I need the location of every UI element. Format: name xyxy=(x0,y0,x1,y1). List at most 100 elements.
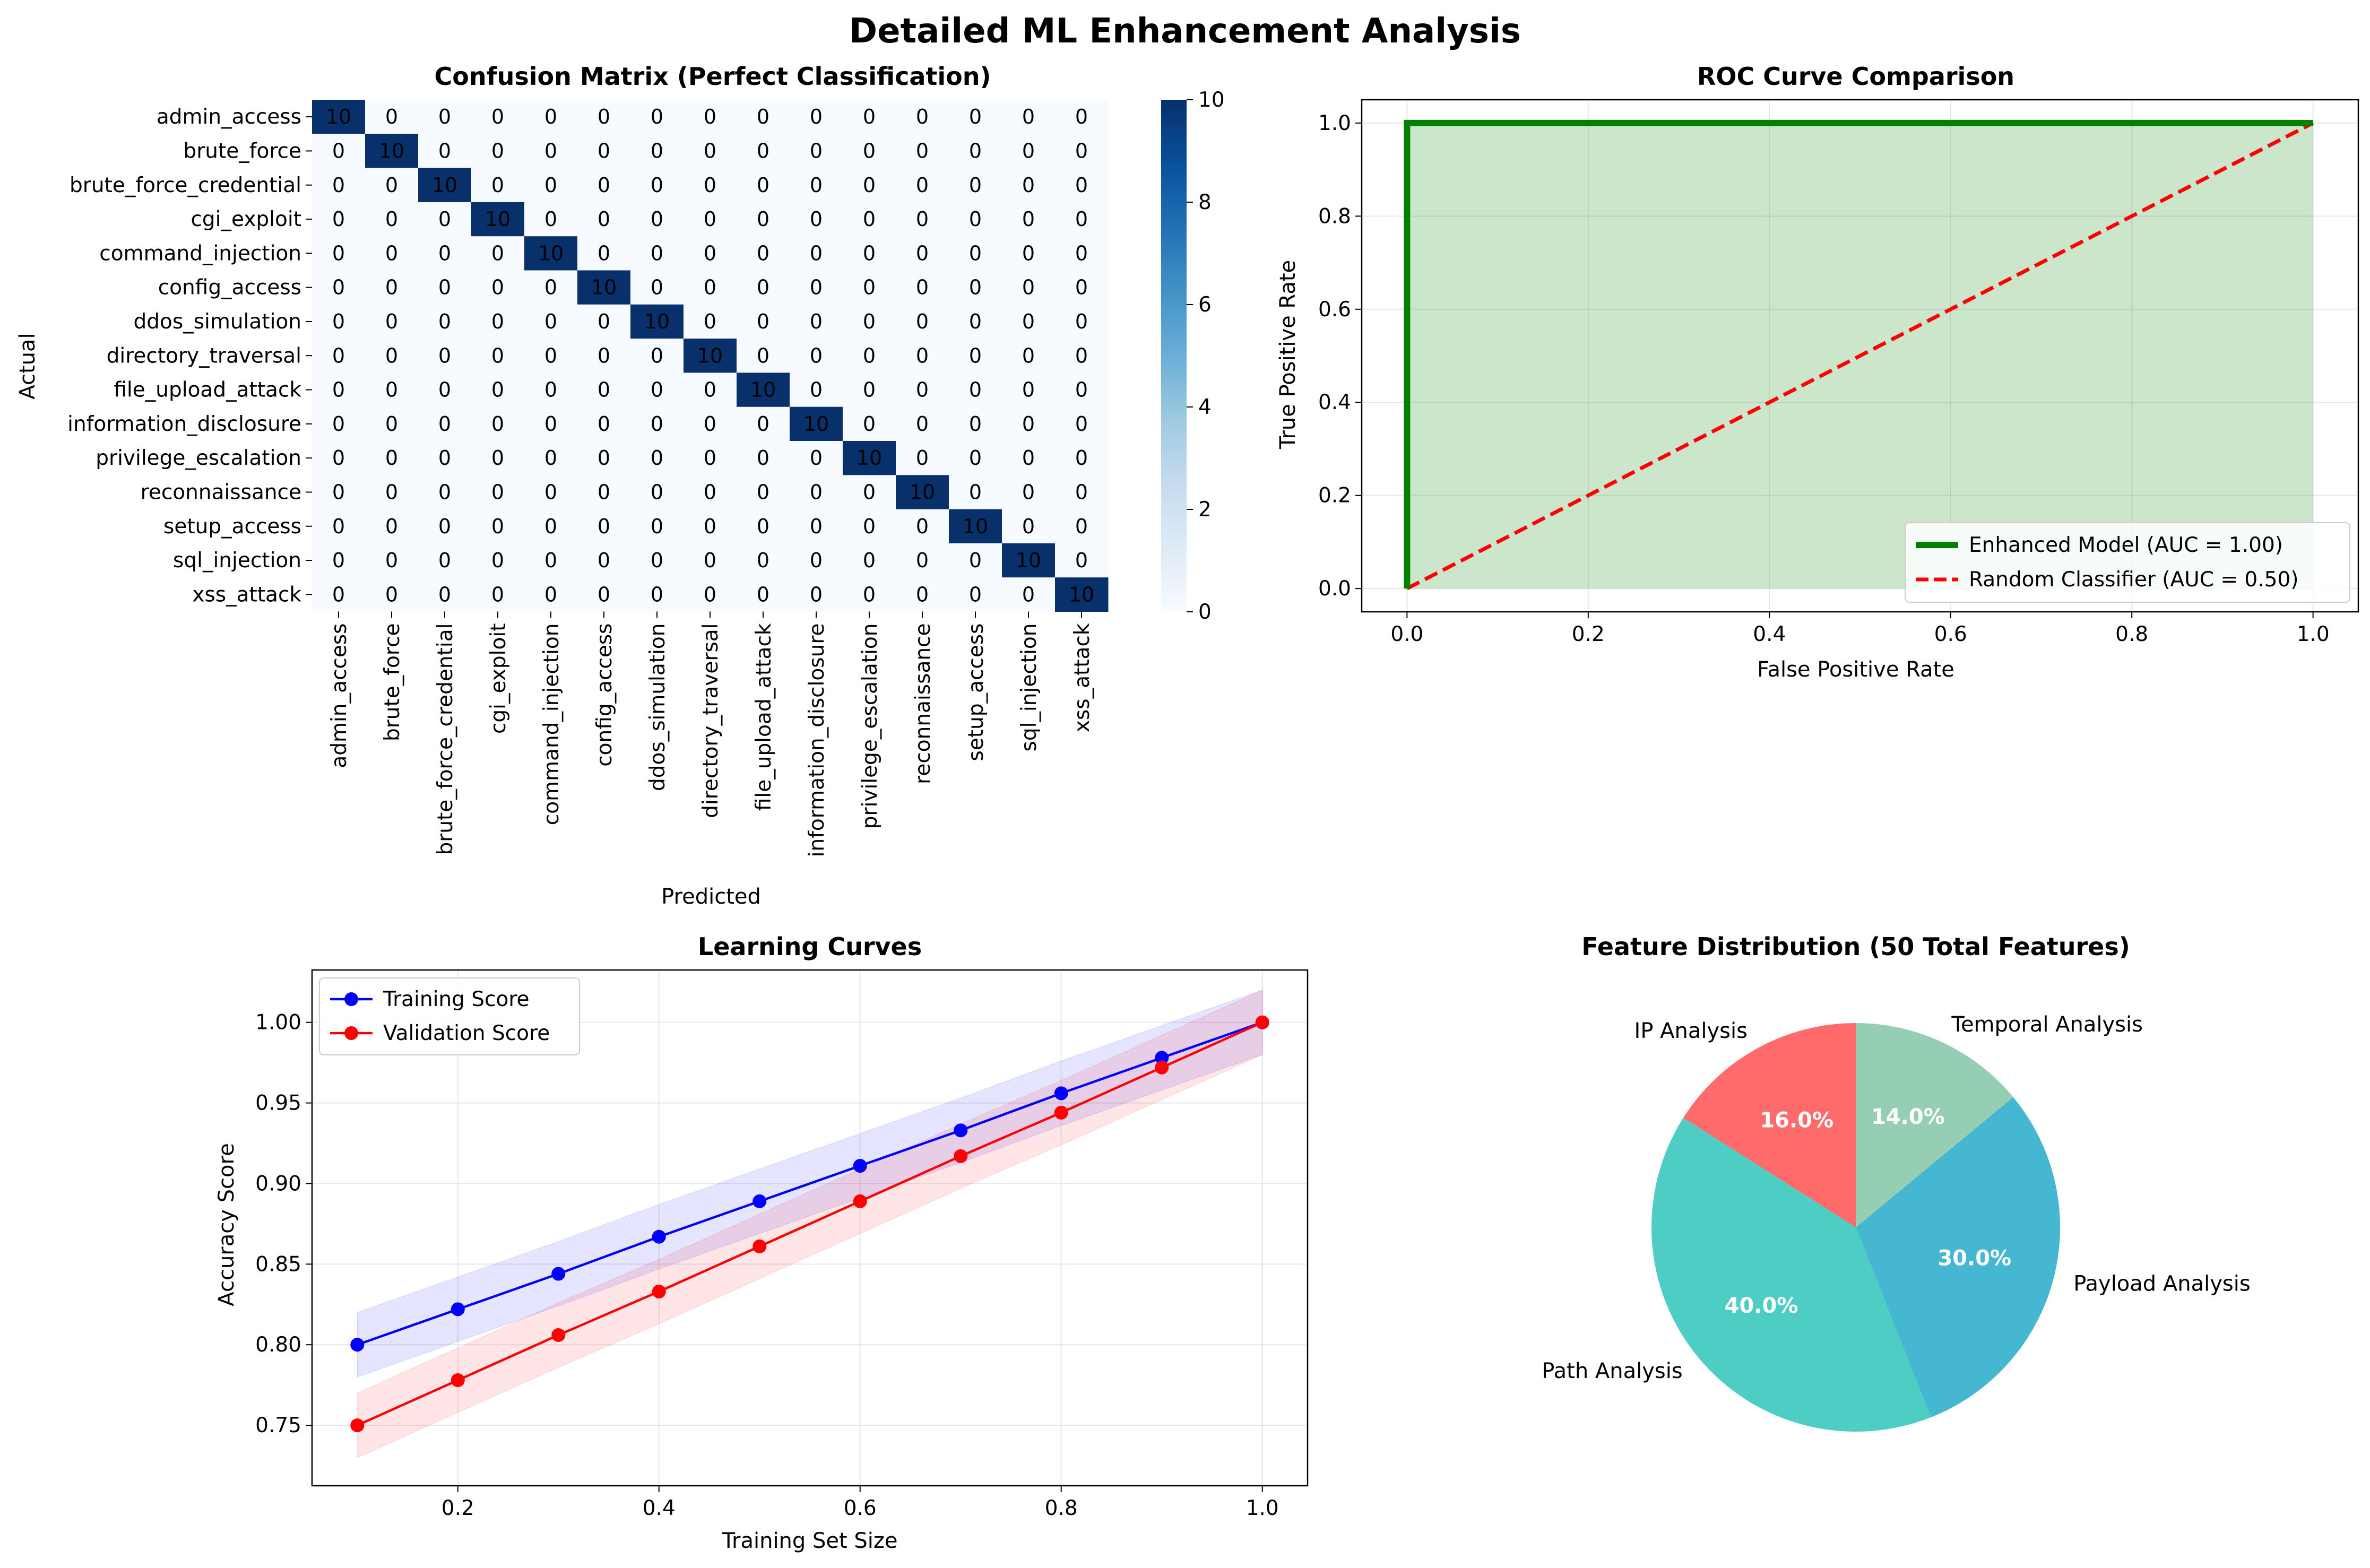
matrix-cell-value: 0 xyxy=(438,344,451,367)
matrix-cell-value: 0 xyxy=(1022,276,1035,299)
matrix-cell xyxy=(418,168,472,203)
matrix-cell-value: 0 xyxy=(491,105,504,128)
x-tick-label: directory_traversal xyxy=(699,623,723,818)
matrix-cell-value: 0 xyxy=(385,480,398,504)
matrix-cell xyxy=(630,339,684,373)
matrix-cell xyxy=(471,134,525,169)
matrix-cell-value: 0 xyxy=(757,480,769,504)
matrix-cell-value: 0 xyxy=(757,139,769,162)
matrix-cell xyxy=(949,168,1002,203)
matrix-cell xyxy=(312,339,366,373)
matrix-cell xyxy=(737,406,790,441)
matrix-cell-value: 0 xyxy=(332,310,345,333)
matrix-cell-value: 0 xyxy=(598,310,610,333)
matrix-cell-value: 0 xyxy=(969,549,982,572)
matrix-cell xyxy=(365,577,419,612)
matrix-cell xyxy=(790,304,843,339)
matrix-cell-value: 0 xyxy=(544,207,557,231)
matrix-cell-value: 0 xyxy=(969,378,982,402)
matrix-cell xyxy=(949,475,1002,510)
matrix-cell-value: 0 xyxy=(651,515,663,538)
matrix-cell-value: 0 xyxy=(704,378,716,402)
matrix-cell xyxy=(471,543,525,578)
matrix-cell-value: 0 xyxy=(544,105,557,128)
confusion-matrix-ylabel: Actual xyxy=(15,333,40,399)
matrix-cell xyxy=(949,134,1002,169)
matrix-cell-value: 0 xyxy=(916,241,929,265)
matrix-cell-value: 0 xyxy=(810,105,823,128)
matrix-cell-value: 0 xyxy=(916,139,929,162)
matrix-cell xyxy=(737,236,790,271)
matrix-cell-value: 0 xyxy=(598,412,610,436)
matrix-cell-value: 0 xyxy=(385,310,398,333)
matrix-cell-value: 0 xyxy=(438,139,451,162)
matrix-cell-value: 0 xyxy=(598,583,610,606)
matrix-cell-value: 0 xyxy=(810,446,823,470)
matrix-cell xyxy=(365,372,419,408)
matrix-cell xyxy=(312,577,366,612)
series-point xyxy=(1155,1060,1169,1075)
matrix-cell xyxy=(684,441,737,475)
series-point xyxy=(451,1373,465,1388)
matrix-cell xyxy=(418,543,472,578)
matrix-cell-value: 0 xyxy=(598,241,610,265)
matrix-cell xyxy=(949,577,1002,612)
series-line xyxy=(357,1021,1263,1346)
matrix-cell-value: 0 xyxy=(810,480,823,504)
series-point xyxy=(1155,1051,1169,1065)
matrix-cell-value: 0 xyxy=(438,378,451,402)
matrix-cell xyxy=(1055,543,1109,578)
matrix-cell-value: 0 xyxy=(598,139,610,162)
matrix-cell-value: 0 xyxy=(757,412,769,436)
x-tick-label: 0.8 xyxy=(2115,622,2148,646)
matrix-cell-value: 0 xyxy=(916,583,929,606)
series-point xyxy=(853,1194,867,1208)
y-tick-label: 0.85 xyxy=(255,1252,301,1276)
matrix-cell xyxy=(843,270,896,305)
matrix-cell-value: 0 xyxy=(969,207,982,231)
matrix-cell-value: 10 xyxy=(1069,583,1094,606)
matrix-cell xyxy=(843,406,896,441)
matrix-cell xyxy=(684,236,737,271)
matrix-cell xyxy=(737,168,790,203)
matrix-cell-value: 0 xyxy=(969,241,982,265)
matrix-cell-value: 0 xyxy=(491,344,504,367)
y-tick-label: 0.6 xyxy=(1318,298,1351,322)
roc-ylabel: True Positive Rate xyxy=(1276,260,1300,449)
matrix-cell-value: 0 xyxy=(651,480,663,504)
matrix-cell xyxy=(524,100,578,134)
matrix-cell-value: 0 xyxy=(704,174,716,197)
matrix-cell xyxy=(684,475,737,510)
matrix-cell-value: 0 xyxy=(1075,549,1088,572)
confusion-matrix-x-ticks: admin_access brute_force brute_force_crede… xyxy=(327,611,1094,857)
matrix-cell-value: 0 xyxy=(332,139,345,162)
matrix-cell-value: 0 xyxy=(438,583,451,606)
matrix-cell xyxy=(471,339,525,373)
y-tick-label: privilege_escalation xyxy=(96,446,301,470)
matrix-cell-value: 0 xyxy=(544,344,557,367)
x-tick-label: config_access xyxy=(593,623,617,767)
series-point xyxy=(451,1302,465,1316)
matrix-cell-value: 0 xyxy=(491,310,504,333)
matrix-cell xyxy=(630,270,684,305)
pie-slice-percent: 16.0% xyxy=(1760,1108,1833,1133)
matrix-cell-value: 0 xyxy=(544,446,557,470)
matrix-cell-value: 0 xyxy=(704,105,716,128)
matrix-cell-value: 0 xyxy=(385,207,398,231)
matrix-cell-value: 0 xyxy=(863,549,876,572)
colorbar-tick-label: 8 xyxy=(1198,190,1212,214)
matrix-cell-value: 0 xyxy=(491,446,504,470)
matrix-cell-value: 0 xyxy=(332,276,345,299)
matrix-cell-value: 10 xyxy=(1016,549,1041,572)
confusion-matrix-title: Confusion Matrix (Perfect Classification… xyxy=(434,62,991,91)
matrix-cell xyxy=(577,577,631,612)
matrix-cell xyxy=(737,202,790,237)
y-tick-label: config_access xyxy=(158,276,301,300)
pie-slice xyxy=(1683,1023,1856,1227)
matrix-cell-value: 0 xyxy=(1022,378,1035,402)
y-tick-label: reconnaissance xyxy=(141,480,301,504)
matrix-cell xyxy=(418,202,472,237)
x-tick-label: brute_force xyxy=(380,623,404,742)
matrix-cell xyxy=(896,100,949,134)
